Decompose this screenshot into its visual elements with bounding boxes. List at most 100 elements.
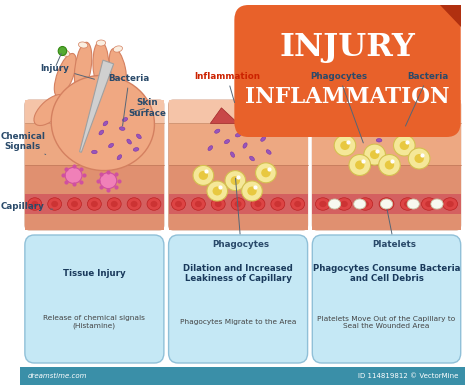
- Ellipse shape: [294, 201, 301, 207]
- Ellipse shape: [334, 135, 356, 156]
- Bar: [169, 124, 308, 165]
- Circle shape: [58, 47, 67, 55]
- Text: Tissue Injury: Tissue Injury: [63, 269, 126, 278]
- Ellipse shape: [211, 198, 225, 210]
- Ellipse shape: [68, 198, 82, 210]
- Ellipse shape: [370, 150, 379, 159]
- Ellipse shape: [215, 201, 222, 207]
- Ellipse shape: [261, 168, 271, 177]
- Ellipse shape: [409, 148, 430, 169]
- Ellipse shape: [261, 137, 265, 141]
- Ellipse shape: [61, 50, 70, 56]
- Bar: [312, 194, 461, 214]
- Ellipse shape: [243, 143, 247, 148]
- Ellipse shape: [147, 198, 161, 210]
- Ellipse shape: [74, 42, 92, 92]
- Ellipse shape: [251, 198, 265, 210]
- Ellipse shape: [379, 154, 400, 176]
- FancyBboxPatch shape: [25, 100, 164, 230]
- Polygon shape: [440, 5, 461, 27]
- Bar: [169, 165, 308, 230]
- Ellipse shape: [208, 146, 213, 151]
- Ellipse shape: [117, 155, 122, 160]
- Ellipse shape: [113, 46, 122, 52]
- Ellipse shape: [48, 198, 62, 210]
- Ellipse shape: [274, 201, 281, 207]
- Ellipse shape: [55, 54, 76, 97]
- Ellipse shape: [99, 130, 104, 135]
- Ellipse shape: [364, 144, 385, 165]
- Ellipse shape: [212, 186, 222, 196]
- FancyBboxPatch shape: [234, 5, 461, 137]
- Ellipse shape: [28, 198, 42, 210]
- Ellipse shape: [393, 135, 415, 156]
- Text: dreamstime.com: dreamstime.com: [27, 373, 87, 379]
- Bar: [25, 194, 164, 214]
- Text: Platelets Move Out of the Capillary to
Seal the Wounded Area: Platelets Move Out of the Capillary to S…: [318, 316, 456, 328]
- Ellipse shape: [150, 201, 157, 207]
- Ellipse shape: [107, 198, 121, 210]
- Ellipse shape: [376, 139, 382, 142]
- Ellipse shape: [250, 156, 255, 161]
- Text: Injury: Injury: [40, 64, 94, 79]
- Text: INJURY: INJURY: [280, 32, 416, 63]
- Bar: [312, 124, 461, 165]
- Ellipse shape: [195, 201, 202, 207]
- Ellipse shape: [91, 150, 97, 154]
- Text: Dilation and Increased
Leakiness of Capillary: Dilation and Increased Leakiness of Capi…: [183, 264, 293, 283]
- FancyBboxPatch shape: [312, 100, 461, 230]
- Text: Skin
Surface: Skin Surface: [128, 98, 166, 117]
- Ellipse shape: [51, 201, 58, 207]
- Ellipse shape: [133, 147, 139, 151]
- Ellipse shape: [131, 201, 137, 207]
- Ellipse shape: [127, 139, 131, 144]
- Ellipse shape: [215, 129, 220, 133]
- Ellipse shape: [122, 117, 128, 122]
- Ellipse shape: [421, 198, 437, 210]
- Ellipse shape: [224, 139, 229, 144]
- Ellipse shape: [291, 198, 305, 210]
- Ellipse shape: [225, 171, 246, 191]
- Ellipse shape: [199, 171, 208, 180]
- Ellipse shape: [119, 127, 125, 131]
- Ellipse shape: [230, 152, 235, 157]
- Ellipse shape: [242, 181, 262, 201]
- Text: Inflammation: Inflammation: [194, 72, 260, 102]
- FancyBboxPatch shape: [169, 100, 308, 230]
- Ellipse shape: [387, 132, 392, 136]
- Text: Chemical
Signals: Chemical Signals: [0, 132, 46, 155]
- Ellipse shape: [340, 141, 350, 150]
- Ellipse shape: [404, 201, 411, 207]
- Ellipse shape: [79, 42, 88, 48]
- Ellipse shape: [235, 201, 242, 207]
- Ellipse shape: [447, 201, 454, 207]
- FancyBboxPatch shape: [25, 235, 164, 363]
- Polygon shape: [80, 60, 114, 152]
- Text: Phagocytes Consume Bacteria
and Cell Debris: Phagocytes Consume Bacteria and Cell Deb…: [313, 264, 460, 283]
- Ellipse shape: [207, 181, 228, 201]
- Ellipse shape: [328, 199, 341, 209]
- Ellipse shape: [362, 201, 369, 207]
- Ellipse shape: [231, 176, 240, 185]
- Ellipse shape: [191, 198, 205, 210]
- Bar: [312, 100, 461, 124]
- Ellipse shape: [355, 161, 365, 169]
- Ellipse shape: [271, 198, 285, 210]
- Ellipse shape: [31, 201, 38, 207]
- Ellipse shape: [400, 141, 409, 150]
- Ellipse shape: [91, 201, 98, 207]
- Bar: [20, 367, 465, 385]
- Bar: [25, 165, 164, 230]
- Ellipse shape: [255, 201, 262, 207]
- Ellipse shape: [231, 198, 245, 210]
- FancyBboxPatch shape: [169, 235, 308, 363]
- Ellipse shape: [137, 134, 141, 139]
- Ellipse shape: [109, 143, 114, 148]
- Ellipse shape: [379, 198, 394, 210]
- Ellipse shape: [65, 167, 82, 183]
- Ellipse shape: [425, 201, 433, 207]
- Text: Capillary: Capillary: [1, 202, 53, 211]
- Ellipse shape: [34, 94, 66, 126]
- Ellipse shape: [87, 198, 101, 210]
- Ellipse shape: [431, 199, 443, 209]
